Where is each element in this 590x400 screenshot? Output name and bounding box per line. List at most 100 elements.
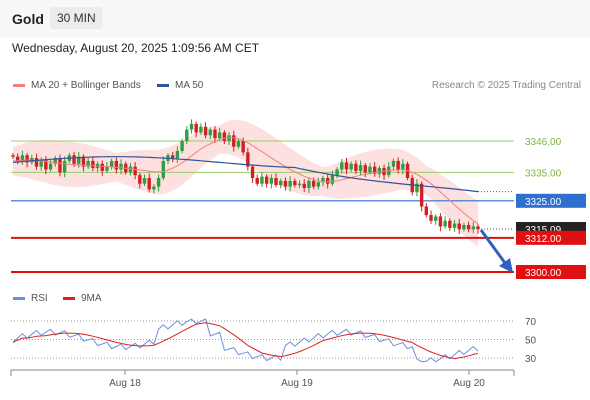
candle-body [48,163,53,170]
candle-body [236,141,241,147]
candle-body [297,183,302,186]
x-label-Aug 18: Aug 18 [109,378,141,389]
candle-body [138,175,142,184]
candle-body [91,160,95,169]
price-tag-label: 3315.09 [525,225,562,236]
candle-body [344,162,349,170]
candle-body [86,160,90,167]
candle-body [429,215,433,221]
candle-body [250,166,255,179]
candle-body [105,166,109,171]
candle-body [443,220,447,227]
candle-body [241,141,245,153]
ma50-swatch [157,84,169,87]
rsi-tick-70: 70 [525,317,537,328]
ma50-label: MA 50 [175,80,204,91]
rsi-tick-30: 30 [525,354,537,365]
candle-body [452,223,457,228]
candle-body [274,178,278,186]
bollinger-bands [13,119,478,247]
candle-body [307,180,311,188]
candle-body [15,156,20,161]
candle-body [462,225,466,230]
legend-ma50: MA 50 [157,80,203,91]
candle-body [232,135,236,147]
legend-ma20: MA 20 + Bollinger Bands [13,80,141,91]
rsi-swatch [13,297,25,300]
candle-body [180,141,184,151]
candle-body [185,129,189,141]
candle-body [377,168,382,174]
candle-body [114,160,119,170]
ma9-line [12,322,479,360]
level-tag-label-3325.00: 3325.00 [525,197,562,208]
candle-body [269,178,274,184]
candle-body [208,129,212,136]
level-tag-label-3300.00: 3300.00 [525,268,562,279]
candle-body [20,155,25,161]
candle-body [100,163,104,171]
candle-body [311,180,316,187]
candle-body [213,129,217,139]
research-credit: Research © 2025 Trading Central [431,80,581,91]
forecast-arrow-head [499,258,513,273]
level-label-3335.00: 3335.00 [525,168,562,179]
x-axis: Aug 18 Aug 19 Aug 20 [10,369,515,389]
x-label-Aug 20: Aug 20 [453,378,485,389]
x-label-Aug 19: Aug 19 [281,378,313,389]
candle-body [471,226,476,230]
candle-body [368,166,372,173]
candle-body [11,155,15,157]
candle-body [260,176,264,184]
candle-body [133,166,137,176]
candle-body [264,176,269,184]
candle-body [119,163,123,170]
header-bar: Gold 30 MIN [0,0,590,38]
candle-body [288,180,292,187]
candle-body [438,216,443,227]
candle-body [340,162,344,170]
candle-body [354,163,358,171]
level-tag-label-3312.00: 3312.00 [525,234,562,245]
candle-body [25,155,29,163]
candle-body [152,186,156,190]
candle-body [189,123,194,130]
candle-body [325,178,330,184]
ma20-swatch [13,84,25,87]
candle-body [358,165,363,171]
timeframe-button[interactable]: 30 MIN [50,7,103,29]
level-tag-3325.00 [516,193,586,208]
candle-body [109,160,114,167]
candle-body [349,163,353,170]
legend-rsi: RSI [13,293,48,304]
moving-averages [12,137,514,273]
candle-body [415,183,419,193]
ma9-swatch [63,297,75,300]
candle-body [81,156,86,167]
candle-body [302,183,306,188]
bollinger-band-area [13,119,478,247]
candles [11,119,480,235]
candle-body [434,216,438,221]
candle-body [128,166,133,173]
candle-body [77,156,81,164]
ma20-line [13,137,479,225]
candle-body [170,155,175,159]
ma9-label: 9MA [81,293,102,304]
rsi-panel: 70 50 30 [11,317,537,365]
candle-body [217,132,222,139]
candle-body [161,160,166,179]
candle-body [330,175,335,184]
candle-body [142,178,147,184]
candle-body [293,180,297,186]
ma20-label: MA 20 + Bollinger Bands [31,80,141,91]
candle-body [53,158,57,164]
candle-body [316,182,321,187]
candle-body [401,163,405,170]
candle-body [279,180,283,186]
level-label-3346.00: 3346.00 [525,137,562,148]
candle-body [283,180,288,187]
candle-body [391,160,396,167]
